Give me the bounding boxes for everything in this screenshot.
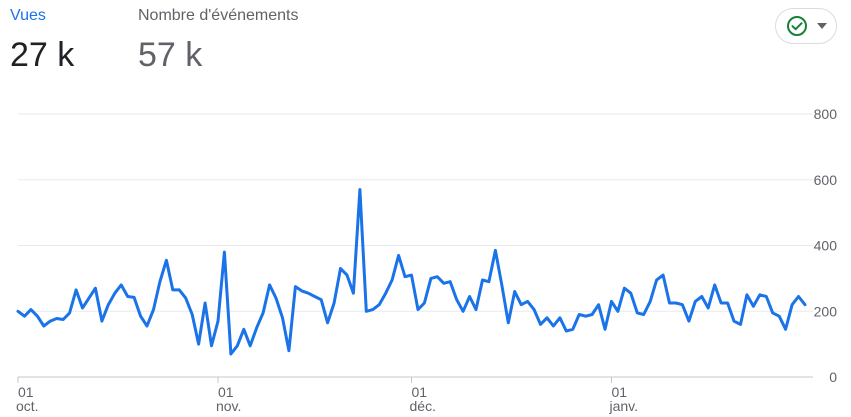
metric-events-tab[interactable]: Nombre d'événements 57 k [138, 6, 298, 75]
y-tick-label: 800 [814, 106, 838, 122]
metric-views-value: 27 k [10, 36, 75, 74]
metric-events-value: 57 k [138, 36, 203, 74]
x-tick-day-label: 01 [18, 384, 34, 400]
series-line [16, 188, 807, 356]
y-tick-label: 0 [829, 369, 837, 385]
x-tick-day-label: 01 [611, 384, 627, 400]
chart-grid [18, 113, 813, 378]
metric-views-label: Vues [10, 7, 46, 24]
x-tick-month-label: déc. [410, 398, 436, 414]
status-dropdown-button[interactable] [775, 8, 837, 44]
metric-events-label: Nombre d'événements [138, 7, 299, 24]
y-tick-label: 400 [814, 238, 838, 254]
y-tick-label: 200 [814, 303, 838, 319]
x-tick-day-label: 01 [218, 384, 234, 400]
y-axis-labels: 0 200 400 600 800 [814, 106, 838, 385]
x-tick-month-label: janv. [608, 398, 638, 414]
x-tick-month-label: oct. [16, 398, 39, 414]
check-circle-icon [787, 16, 807, 36]
chevron-down-icon [817, 23, 827, 29]
chart-series [16, 188, 807, 356]
x-tick-month-label: nov. [216, 398, 241, 414]
y-tick-label: 600 [814, 172, 838, 188]
metric-views-tab[interactable]: Vues 27 k [10, 6, 74, 75]
x-tick-day-label: 01 [412, 384, 428, 400]
